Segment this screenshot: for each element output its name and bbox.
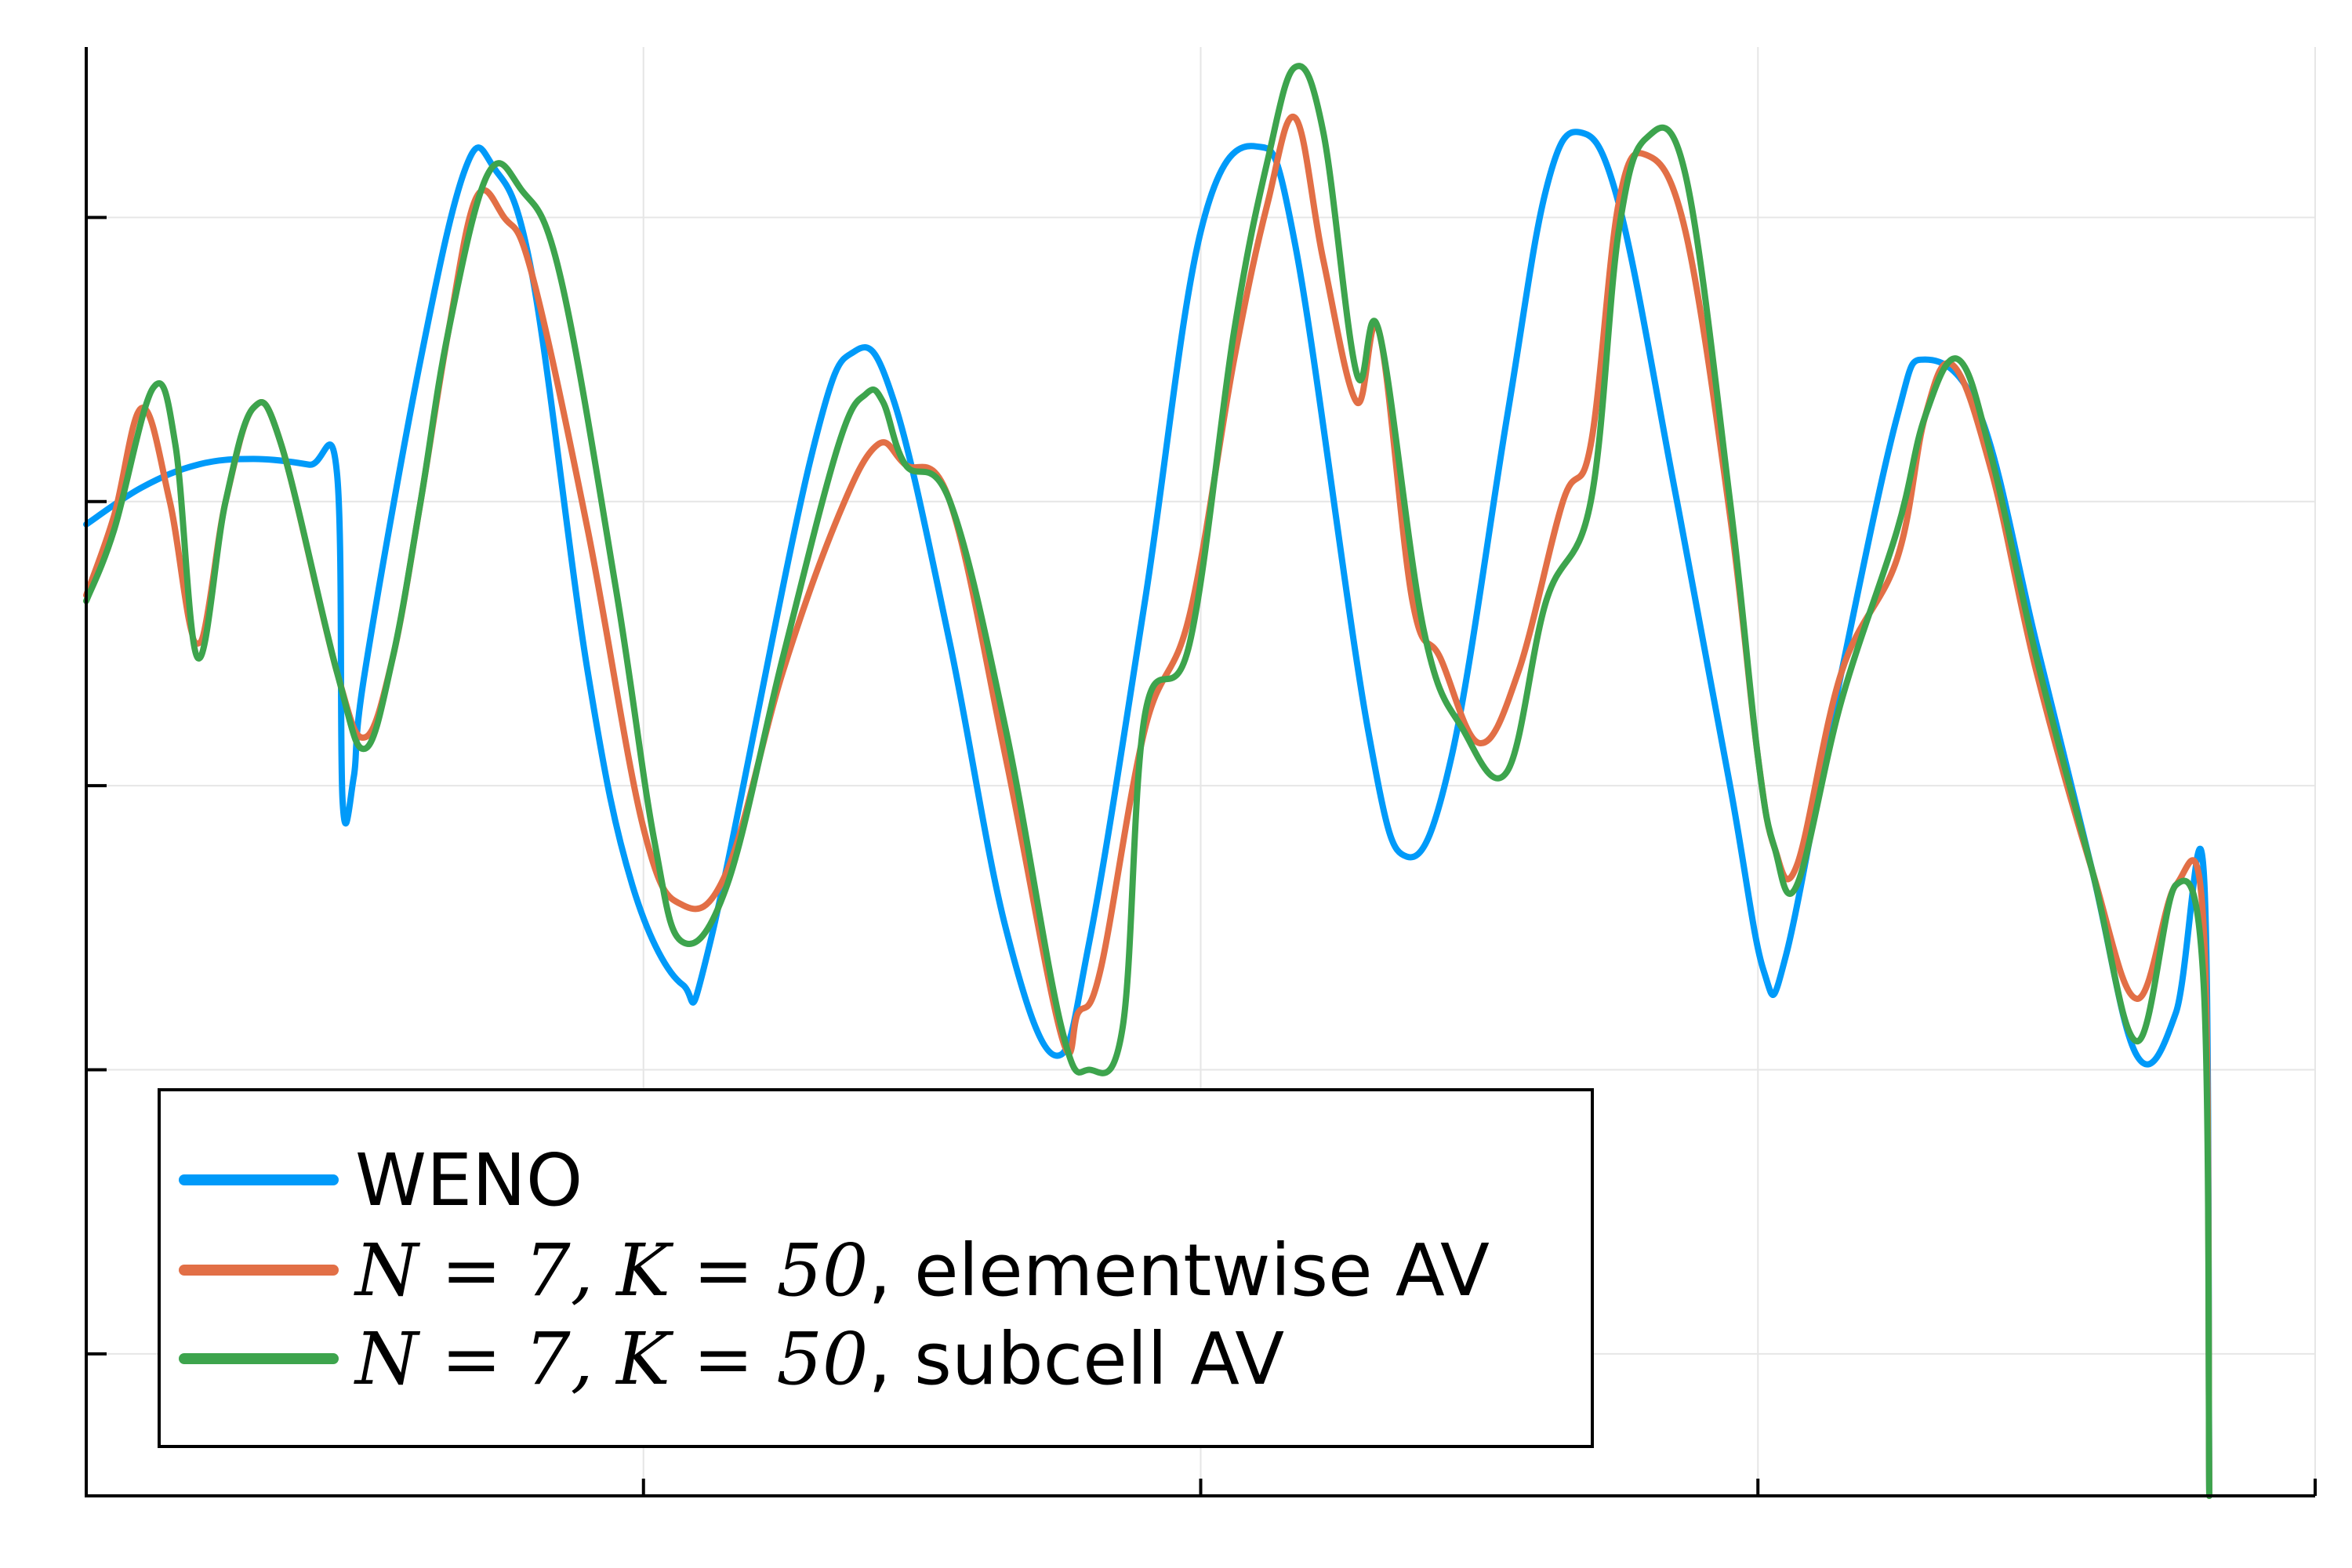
legend-suffix-elementwise: , elementwise AV bbox=[868, 1229, 1489, 1312]
legend-suffix-subcell: , subcell AV bbox=[868, 1317, 1284, 1401]
legend-math-elementwise: N = 7, K = 50 bbox=[354, 1229, 868, 1312]
axis-ticks bbox=[85, 216, 2317, 1496]
legend-label-elementwise: N = 7, K = 50, elementwise AV bbox=[354, 1229, 1490, 1312]
legend: WENO N = 7, K = 50, elementwise AV N = 7… bbox=[158, 1088, 1594, 1448]
legend-math-subcell: N = 7, K = 50 bbox=[354, 1317, 868, 1401]
series-lines bbox=[83, 63, 2212, 1499]
legend-box bbox=[158, 1088, 1594, 1448]
legend-label-weno: WENO bbox=[355, 1138, 583, 1222]
legend-label-subcell: N = 7, K = 50, subcell AV bbox=[354, 1317, 1284, 1401]
series-line-2 bbox=[83, 63, 2212, 1499]
series-line-0 bbox=[83, 129, 2212, 1499]
